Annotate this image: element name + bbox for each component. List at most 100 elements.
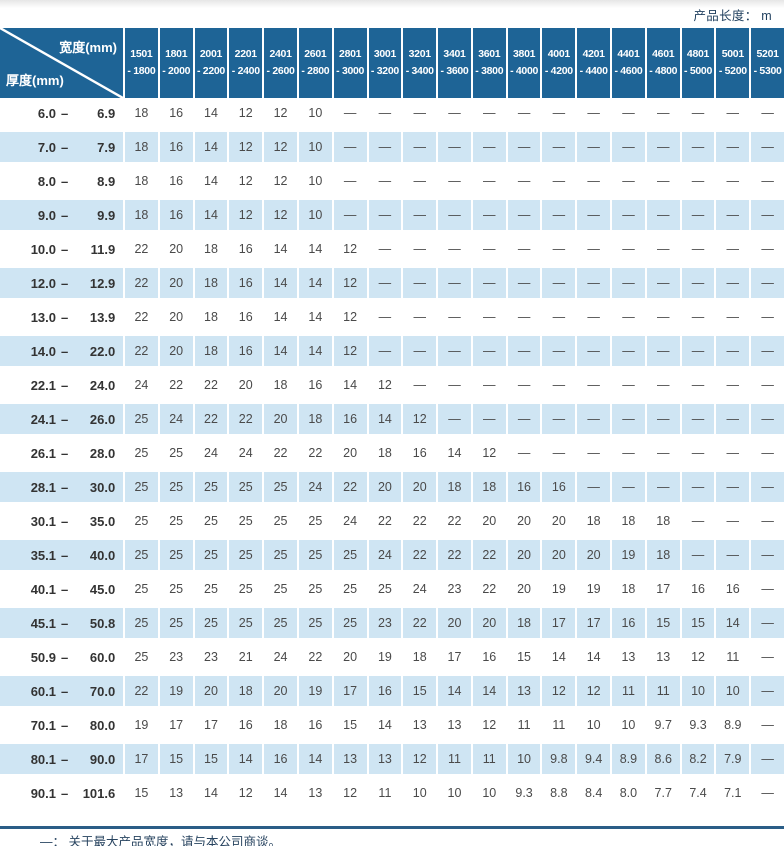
max-length-cell: 14 [436, 438, 471, 468]
max-length-cell: 12 [679, 642, 715, 672]
max-length-cell: 25 [123, 404, 158, 434]
max-length-cell: 25 [366, 574, 402, 604]
max-length-cell: 17 [192, 710, 228, 740]
max-length-cell: — [679, 132, 715, 162]
thickness-axis-label: 厚度(mm) [6, 73, 64, 88]
max-length-cell: — [470, 200, 506, 230]
max-length-cell: 7.9 [714, 744, 750, 774]
max-length-cell: 25 [123, 642, 158, 672]
max-length-cell: 12 [227, 132, 263, 162]
max-length-cell: — [436, 234, 471, 264]
max-length-cell: — [575, 268, 611, 298]
max-length-cell: 12 [331, 336, 367, 366]
width-range-header: 1501- 1800 [123, 28, 158, 98]
max-length-cell: 13 [401, 710, 436, 740]
max-length-cell: 20 [401, 472, 437, 502]
max-length-cell: 18 [123, 166, 158, 196]
max-length-cell: 8.0 [610, 778, 645, 808]
table-row: 24.1–26.0 25 24 22 22 20 18 16 14 12— — — — — — — — — — [0, 404, 784, 438]
max-length-cell: 22 [123, 336, 158, 366]
max-length-cell: 14 [192, 132, 228, 162]
max-length-cell: 16 [296, 710, 332, 740]
max-length-cell: 16 [227, 234, 262, 264]
max-length-cell: 12 [331, 778, 367, 808]
max-length-cell: 22 [470, 540, 506, 570]
width-range-header: 3201- 3400 [401, 28, 437, 98]
max-length-cell: 14 [192, 166, 228, 196]
max-length-cell: 25 [227, 540, 263, 570]
max-length-cell: — [679, 200, 715, 230]
max-length-cell: — [714, 234, 749, 264]
max-length-cell: 9.3 [505, 778, 541, 808]
max-length-cell: 8.2 [679, 744, 715, 774]
max-length-cell: 15 [505, 642, 541, 672]
max-length-cell: — [540, 200, 576, 230]
width-range-header: 5001- 5200 [714, 28, 750, 98]
max-length-cell: — [644, 200, 680, 230]
max-length-cell: 12 [366, 370, 402, 400]
max-length-cell: 8.9 [714, 710, 749, 740]
max-length-cell: 23 [157, 642, 193, 672]
max-length-cell: 24 [227, 438, 262, 468]
max-length-cell: 14 [470, 676, 506, 706]
table-row: 12.0–12.9 22 20 18 16 14 14 12— — — — — — — — — — — — [0, 268, 784, 302]
max-length-cell: 24 [157, 404, 193, 434]
table-bottom-rule [0, 826, 784, 829]
max-length-cell: — [714, 540, 750, 570]
max-length-cell: — [331, 166, 367, 196]
max-length-cell: 25 [157, 438, 193, 468]
max-length-cell: — [749, 744, 784, 774]
width-range-header: 4001- 4200 [540, 28, 576, 98]
max-length-spec-table: 宽度(mm) 厚度(mm) 1501- 1800 1801- 2000 2001- … [0, 28, 784, 812]
table-header-row: 宽度(mm) 厚度(mm) 1501- 1800 1801- 2000 2001- … [0, 28, 784, 98]
max-length-cell: — [401, 234, 436, 264]
max-length-cell: — [436, 268, 471, 298]
max-length-cell: — [436, 166, 471, 196]
max-length-cell: 18 [123, 132, 158, 162]
max-length-cell: 25 [331, 608, 367, 638]
thickness-range-label: 90.1–101.6 [30, 785, 116, 801]
max-length-cell: 17 [331, 676, 367, 706]
max-length-cell: 12 [227, 778, 262, 808]
max-length-cell: 18 [575, 506, 610, 536]
max-length-cell: 25 [296, 506, 332, 536]
max-length-cell: 20 [505, 540, 541, 570]
max-length-cell: — [505, 268, 541, 298]
max-length-cell: 18 [296, 404, 332, 434]
max-length-cell: — [714, 404, 750, 434]
thickness-range-label: 35.1–40.0 [0, 540, 123, 570]
max-length-cell: 22 [123, 302, 158, 332]
table-row: 9.0–9.9 18 16 14 12 12 10— — — — — — — — — — — — — [0, 200, 784, 234]
max-length-cell: — [436, 132, 471, 162]
max-length-cell: — [575, 234, 610, 264]
max-length-cell: 19 [296, 676, 332, 706]
max-length-cell: 25 [123, 540, 158, 570]
max-length-cell: — [749, 132, 784, 162]
max-length-cell: — [749, 234, 784, 264]
max-length-cell: — [749, 472, 784, 502]
max-length-cell: 11 [505, 710, 541, 740]
max-length-cell: 14 [331, 370, 367, 400]
max-length-cell: 20 [192, 676, 228, 706]
max-length-cell: 25 [123, 608, 158, 638]
max-length-cell: 12 [401, 404, 437, 434]
max-length-cell: — [575, 302, 610, 332]
max-length-cell: 14 [296, 744, 332, 774]
max-length-cell: 7.7 [644, 778, 680, 808]
max-length-cell: 23 [366, 608, 402, 638]
max-length-cell: — [366, 336, 402, 366]
max-length-cell: — [366, 200, 402, 230]
max-length-cell: — [610, 166, 645, 196]
max-length-cell: — [610, 268, 645, 298]
top-fade-band [0, 0, 784, 8]
max-length-cell: 9.4 [575, 744, 611, 774]
thickness-range-label: 40.1–45.0 [30, 581, 116, 597]
max-length-cell: 18 [123, 200, 158, 230]
max-length-cell: — [714, 268, 750, 298]
max-length-cell: 10 [505, 744, 541, 774]
max-length-cell: — [436, 370, 471, 400]
max-length-cell: — [610, 200, 645, 230]
max-length-cell: — [714, 166, 749, 196]
max-length-cell: — [714, 438, 749, 468]
max-length-cell: 25 [262, 506, 297, 536]
